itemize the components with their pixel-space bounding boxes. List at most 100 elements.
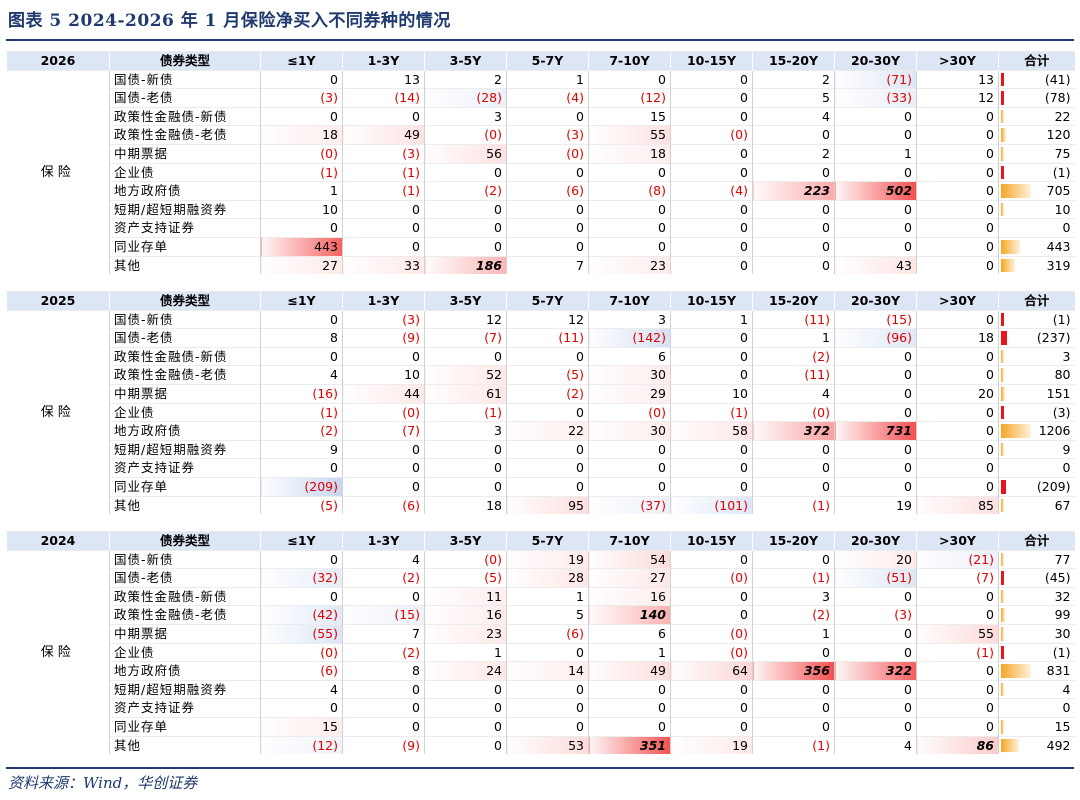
value-cell: (0)	[752, 402, 835, 422]
bond-type-label: 国债-新债	[109, 309, 261, 329]
value-cell: (2)	[342, 568, 425, 588]
total-bar	[1001, 91, 1004, 105]
total-cell: 1206	[998, 421, 1075, 441]
total-cell: 705	[998, 181, 1075, 201]
value-cell: 4	[260, 679, 343, 699]
value-cell: (1)	[752, 568, 835, 588]
column-header: 合计	[998, 291, 1075, 311]
value-cell: 351	[588, 735, 671, 755]
value-cell: 0	[506, 236, 589, 257]
total-bar	[1001, 589, 1004, 604]
total-bar	[1001, 552, 1004, 567]
column-header: 15-20Y	[752, 531, 835, 551]
value-cell: 10	[260, 199, 343, 219]
total-value: (41)	[1044, 71, 1071, 87]
value-cell: 16	[424, 605, 507, 625]
value-cell: 0	[834, 383, 917, 404]
value-cell: 3	[424, 421, 507, 441]
value-cell: 0	[834, 698, 917, 718]
total-cell: 3	[998, 346, 1075, 366]
value-cell: 0	[424, 162, 507, 182]
value-cell: 2	[752, 143, 835, 164]
value-cell: 0	[670, 476, 753, 497]
value-cell: 0	[670, 69, 753, 89]
value-cell: 0	[424, 218, 507, 238]
total-value: 0	[1062, 220, 1071, 236]
table-row: 地方政府债 (2) (7) 3 22 30 58 372 731 0 1206	[7, 421, 1075, 441]
total-bar	[1001, 331, 1007, 345]
column-header: 15-20Y	[752, 291, 835, 311]
column-header: 合计	[998, 51, 1075, 71]
value-cell: 223	[752, 181, 835, 201]
value-cell: 0	[670, 586, 753, 606]
value-cell: 0	[670, 365, 753, 385]
header-row: 2024 债券类型 ≤1Y 1-3Y 3-5Y 5-7Y 7-10Y 10-15Y 15-20Y…	[6, 531, 1075, 551]
value-cell: (1)	[670, 402, 753, 422]
total-value: 22	[1054, 108, 1071, 124]
value-cell: (8)	[588, 181, 671, 201]
value-cell: 4	[752, 106, 835, 126]
total-bar	[1001, 202, 1004, 217]
total-bar	[1001, 184, 1031, 198]
bond-type-label: 国债-老债	[109, 568, 261, 588]
value-cell: (33)	[834, 88, 917, 108]
total-value: 10	[1054, 201, 1071, 217]
value-cell: 0	[260, 549, 343, 569]
column-header: 10-15Y	[670, 531, 753, 551]
value-cell: (3)	[342, 309, 425, 329]
value-cell: 15	[588, 106, 671, 126]
table-row: 保险 国债-新债 0 13 2 1 0 0 2 (71) 13 (41)	[6, 69, 1075, 275]
value-cell: (5)	[506, 365, 589, 385]
total-bar	[1001, 258, 1015, 273]
value-cell: 0	[506, 162, 589, 182]
total-value: 492	[1046, 737, 1071, 753]
table-row: 政策性金融债-新债 0 0 11 1 16 0 3 0 0 32	[7, 586, 1075, 606]
column-header: 20-30Y	[834, 51, 917, 71]
value-cell: 44	[342, 383, 425, 404]
value-cell: 16	[588, 586, 671, 606]
value-cell: 18	[260, 125, 343, 145]
table-row: 企业债 (1) (1) 0 0 0 0 0 0 0 (1)	[7, 162, 1075, 182]
value-cell: 0	[670, 162, 753, 182]
value-cell: 0	[670, 106, 753, 126]
value-cell: 53	[506, 735, 589, 755]
value-cell: 33	[342, 255, 425, 275]
value-cell: (3)	[506, 125, 589, 145]
value-cell: 27	[260, 255, 343, 275]
total-cell: 32	[998, 586, 1075, 606]
value-cell: 0	[752, 125, 835, 145]
value-cell: 30	[588, 365, 671, 385]
data-table: 2025 债券类型 ≤1Y 1-3Y 3-5Y 5-7Y 7-10Y 10-15Y 15-20Y…	[6, 291, 1075, 515]
value-cell: (142)	[588, 328, 671, 348]
column-header: 5-7Y	[506, 51, 589, 71]
value-cell: (21)	[916, 549, 999, 569]
data-table: 2024 债券类型 ≤1Y 1-3Y 3-5Y 5-7Y 7-10Y 10-15Y 15-20Y…	[6, 531, 1075, 755]
value-cell: 20	[916, 383, 999, 404]
value-cell: 4	[342, 549, 425, 569]
total-value: 120	[1046, 127, 1071, 143]
value-cell: (14)	[342, 88, 425, 108]
source-note: 资料来源：Wind，华创证券	[8, 774, 198, 792]
total-bar	[1001, 571, 1004, 585]
value-cell: (1)	[342, 162, 425, 182]
value-cell: 0	[834, 125, 917, 145]
value-cell: 86	[916, 735, 999, 755]
column-header: 10-15Y	[670, 291, 753, 311]
total-bar	[1001, 405, 1004, 420]
total-cell: (1)	[998, 309, 1075, 329]
value-cell: 11	[424, 586, 507, 606]
value-cell: 1	[260, 181, 343, 201]
value-cell: (2)	[424, 181, 507, 201]
value-cell: 0	[916, 309, 999, 329]
total-bar	[1001, 626, 1004, 641]
value-cell: (1)	[260, 162, 343, 182]
value-cell: 0	[752, 458, 835, 478]
table-row: 短期/超短期融资券 9 0 0 0 0 0 0 0 0 9	[7, 439, 1075, 459]
total-value: 3	[1062, 348, 1071, 364]
category-label: 保险	[6, 69, 110, 275]
value-cell: 0	[916, 199, 999, 219]
category-label: 保险	[6, 309, 110, 515]
total-bar	[1001, 498, 1004, 513]
total-value: (1)	[1052, 164, 1071, 180]
bond-type-label: 短期/超短期融资券	[109, 679, 261, 699]
